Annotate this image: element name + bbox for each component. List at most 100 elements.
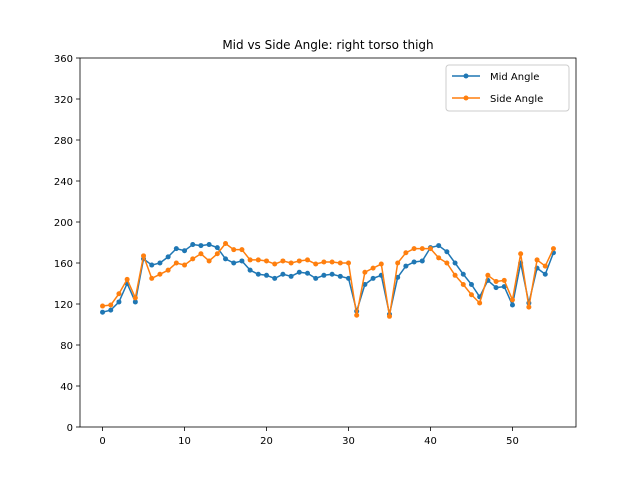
- data-point: [182, 248, 188, 254]
- data-point: [280, 258, 286, 264]
- y-tick-label: 120: [54, 300, 73, 311]
- data-point: [452, 260, 458, 266]
- data-point: [329, 259, 335, 265]
- data-point: [444, 260, 450, 266]
- data-point: [223, 241, 229, 247]
- data-point: [395, 274, 401, 280]
- data-point: [247, 267, 253, 273]
- data-point: [419, 246, 425, 252]
- series-1: [100, 241, 556, 319]
- data-point: [501, 277, 507, 283]
- y-tick-label: 280: [54, 136, 73, 147]
- data-point: [386, 313, 392, 319]
- data-point: [362, 269, 368, 275]
- data-point: [493, 278, 499, 284]
- data-point: [403, 263, 409, 269]
- y-tick-label: 0: [67, 423, 73, 434]
- data-point: [132, 299, 138, 305]
- data-point: [313, 261, 319, 267]
- data-point: [239, 258, 245, 264]
- data-point: [149, 275, 155, 281]
- data-point: [141, 253, 147, 259]
- data-point: [305, 270, 310, 276]
- legend-swatch-marker: [463, 95, 469, 101]
- data-point: [403, 250, 409, 256]
- data-point: [542, 263, 548, 269]
- data-point: [411, 259, 417, 265]
- data-point: [149, 262, 155, 268]
- data-point: [337, 273, 343, 279]
- data-point: [411, 246, 417, 252]
- x-tick-label: 0: [99, 436, 105, 447]
- data-point: [534, 257, 540, 263]
- data-point: [346, 260, 351, 266]
- data-point: [346, 275, 351, 281]
- data-point: [419, 258, 425, 264]
- legend: Mid Angle Side Angle: [445, 64, 570, 112]
- data-point: [313, 275, 319, 281]
- data-point: [116, 299, 122, 305]
- data-point: [477, 300, 483, 306]
- data-point: [321, 259, 327, 265]
- data-point: [427, 246, 433, 252]
- data-point: [296, 269, 302, 275]
- data-point: [206, 258, 212, 264]
- data-point: [255, 257, 261, 263]
- data-point: [239, 247, 245, 253]
- x-tick-label: 50: [506, 436, 519, 447]
- data-point: [231, 247, 237, 253]
- data-point: [550, 246, 556, 252]
- data-point: [116, 291, 122, 297]
- data-point: [198, 243, 204, 249]
- data-point: [182, 262, 188, 268]
- data-point: [518, 251, 524, 257]
- data-point: [370, 275, 376, 281]
- y-tick-label: 320: [54, 95, 73, 106]
- data-point: [452, 272, 458, 278]
- data-point: [288, 273, 294, 279]
- data-point: [165, 254, 171, 260]
- data-point: [190, 242, 196, 248]
- y-tick-label: 40: [60, 382, 73, 393]
- data-point: [100, 309, 106, 315]
- data-point: [329, 271, 335, 277]
- data-point: [468, 292, 474, 298]
- data-point: [264, 258, 270, 264]
- data-point: [468, 282, 474, 288]
- y-tick-label: 360: [54, 54, 73, 65]
- data-point: [460, 282, 466, 288]
- legend-label: Mid Angle: [490, 72, 539, 83]
- data-point: [354, 312, 360, 318]
- data-point: [223, 256, 229, 262]
- data-point: [485, 272, 491, 278]
- data-point: [509, 297, 515, 303]
- data-point: [108, 302, 114, 308]
- data-point: [436, 243, 442, 249]
- data-point: [378, 261, 384, 267]
- y-tick-label: 240: [54, 177, 73, 188]
- data-point: [100, 303, 106, 309]
- axes-layer: 0 10 20 30 40 50 0 40 80 120 160 200 240 280 320 360: [54, 54, 577, 447]
- data-point: [460, 271, 466, 277]
- data-point: [542, 271, 548, 277]
- x-tick-label: 20: [260, 436, 273, 447]
- data-point: [157, 260, 163, 266]
- data-point: [272, 261, 278, 267]
- data-point: [280, 271, 286, 277]
- data-point: [288, 260, 294, 266]
- data-point: [124, 276, 130, 282]
- y-tick-label: 80: [60, 341, 73, 352]
- data-point: [370, 265, 376, 271]
- data-point: [296, 258, 302, 264]
- x-tick-label: 10: [178, 436, 191, 447]
- data-point: [255, 271, 261, 277]
- data-point: [436, 255, 442, 261]
- data-point: [337, 260, 343, 266]
- data-point: [198, 251, 204, 257]
- data-point: [509, 302, 515, 308]
- plot-frame: [79, 57, 577, 428]
- data-point: [214, 245, 220, 251]
- data-point: [247, 257, 253, 263]
- legend-label: Side Angle: [490, 94, 543, 105]
